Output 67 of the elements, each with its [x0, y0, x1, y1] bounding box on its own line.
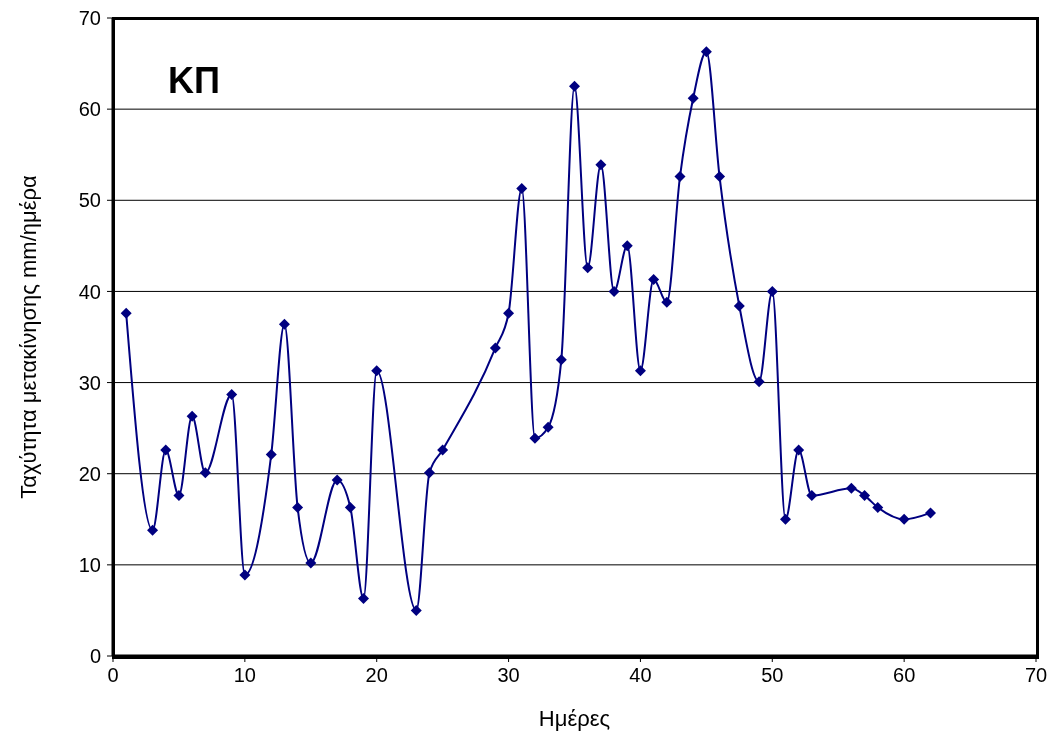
y-tick-label: 20: [78, 462, 101, 485]
point: [423, 467, 435, 479]
point: [859, 490, 871, 502]
point: [621, 240, 633, 252]
x-tick-label: 0: [107, 664, 119, 687]
point: [173, 490, 185, 502]
point: [226, 388, 238, 400]
x-tick-label: 20: [365, 664, 388, 687]
point: [120, 307, 132, 319]
point: [714, 171, 726, 183]
point: [555, 354, 567, 366]
point: [199, 467, 211, 479]
point: [753, 376, 765, 388]
y-tick-label: 50: [78, 189, 101, 212]
point: [779, 513, 791, 525]
point: [793, 444, 805, 456]
point: [733, 300, 745, 312]
point: [872, 501, 884, 513]
text: ΚΠ: [168, 60, 220, 102]
y-tick-label: 10: [78, 553, 101, 576]
point: [292, 501, 304, 513]
point: [608, 285, 620, 297]
x-tick-label: 30: [497, 664, 520, 687]
y-tick-label: 40: [78, 280, 101, 303]
x-tick-label: 10: [233, 664, 256, 687]
point: [845, 482, 857, 494]
point: [516, 182, 528, 194]
point: [331, 474, 343, 486]
x-axis-title: Ημέρες: [538, 706, 611, 731]
point: [503, 307, 515, 319]
point: [648, 274, 660, 286]
point: [265, 449, 277, 461]
point: [687, 92, 699, 104]
point: [437, 444, 449, 456]
point: [305, 557, 317, 569]
y-tick-label: 30: [78, 371, 101, 394]
y-axis-title: Ταχύτητα μετακίνησης mm/ημέρα: [15, 175, 41, 499]
y-tick-label: 0: [89, 645, 101, 668]
y-tick-label: 70: [78, 7, 101, 30]
point: [278, 318, 290, 330]
point: [358, 593, 370, 605]
point: [371, 365, 383, 377]
point: [147, 524, 159, 536]
point: [410, 604, 422, 616]
point: [898, 513, 910, 525]
point: [569, 80, 580, 92]
x-tick-label: 50: [761, 664, 784, 687]
point: [700, 46, 712, 58]
point: [186, 410, 198, 422]
x-tick-label: 70: [1024, 664, 1048, 687]
point: [489, 342, 501, 354]
point: [766, 285, 778, 297]
point: [529, 432, 541, 444]
point: [239, 569, 251, 581]
point: [925, 507, 937, 519]
point: [595, 159, 607, 171]
point: [634, 365, 646, 377]
point: [582, 262, 594, 274]
point: [661, 296, 673, 308]
point: [344, 501, 356, 513]
point: [806, 490, 818, 502]
x-tick-label: 60: [893, 664, 916, 687]
point: [542, 421, 554, 433]
point: [674, 171, 686, 183]
point: [160, 444, 172, 456]
x-tick-label: 40: [629, 664, 652, 687]
y-tick-label: 60: [78, 98, 101, 121]
